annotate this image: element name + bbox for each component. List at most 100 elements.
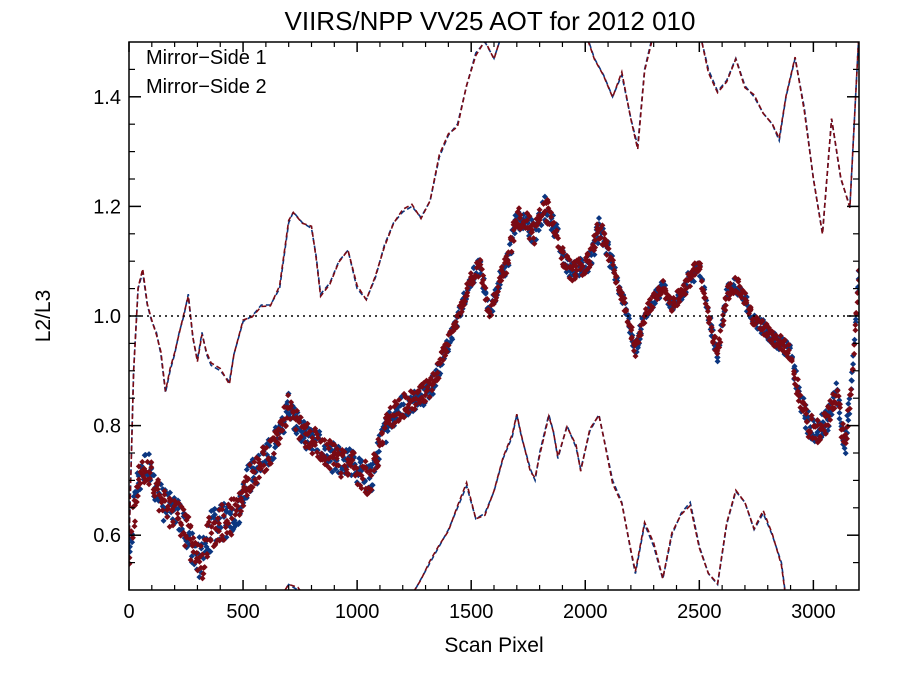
- data-point-mirror-side-2: [200, 570, 207, 577]
- data-point-mirror-side-2: [206, 514, 212, 521]
- data-point-mirror-side-1: [189, 530, 196, 537]
- data-point-mirror-side-2: [835, 393, 842, 400]
- data-point-mirror-side-2: [238, 508, 245, 515]
- data-point-mirror-side-1: [236, 519, 243, 526]
- data-point-mirror-side-1: [596, 215, 602, 222]
- data-point-mirror-side-1: [841, 445, 848, 452]
- data-point-mirror-side-2: [170, 518, 176, 525]
- data-point-mirror-side-2: [312, 442, 319, 449]
- data-point-mirror-side-2: [834, 387, 841, 394]
- data-point-mirror-side-2: [245, 475, 252, 482]
- data-point-mirror-side-2: [742, 290, 749, 297]
- data-point-mirror-side-2: [260, 462, 267, 469]
- data-point-mirror-side-2: [214, 515, 221, 522]
- data-point-mirror-side-2: [302, 439, 309, 446]
- data-point-mirror-side-2: [797, 392, 804, 399]
- data-point-mirror-side-2: [199, 575, 206, 582]
- data-point-mirror-side-2: [201, 564, 208, 571]
- data-point-mirror-side-2: [326, 465, 333, 472]
- data-point-mirror-side-2: [566, 256, 573, 263]
- data-point-mirror-side-2: [270, 450, 277, 457]
- data-point-mirror-side-2: [702, 295, 709, 301]
- data-point-mirror-side-2: [508, 248, 515, 255]
- data-point-mirror-side-2: [260, 450, 267, 457]
- data-point-mirror-side-2: [220, 537, 227, 543]
- data-point-mirror-side-2: [475, 273, 482, 280]
- data-point-mirror-side-2: [374, 458, 381, 465]
- data-point-mirror-side-2: [234, 503, 241, 510]
- data-point-mirror-side-2: [825, 422, 831, 429]
- data-point-mirror-side-2: [307, 428, 313, 435]
- data-point-mirror-side-1: [714, 358, 721, 365]
- data-point-mirror-side-2: [216, 528, 222, 535]
- data-point-mirror-side-2: [516, 205, 522, 212]
- data-point-mirror-side-2: [722, 307, 729, 314]
- data-point-mirror-side-2: [572, 263, 579, 270]
- data-point-mirror-side-2: [613, 273, 620, 280]
- data-point-mirror-side-2: [635, 339, 642, 346]
- data-point-mirror-side-2: [467, 270, 474, 277]
- data-point-mirror-side-2: [222, 524, 229, 531]
- data-point-mirror-side-2: [393, 401, 400, 407]
- data-point-mirror-side-2: [351, 450, 357, 456]
- data-point-mirror-side-2: [373, 453, 380, 460]
- data-point-mirror-side-2: [848, 391, 854, 398]
- data-point-mirror-side-1: [842, 450, 849, 457]
- data-point-mirror-side-2: [495, 283, 501, 290]
- data-point-mirror-side-2: [464, 289, 471, 296]
- data-point-mirror-side-2: [161, 491, 168, 498]
- data-point-mirror-side-2: [274, 431, 281, 438]
- data-point-mirror-side-2: [846, 405, 853, 412]
- data-point-mirror-side-2: [536, 206, 543, 213]
- data-point-mirror-side-2: [628, 324, 635, 331]
- data-point-mirror-side-2: [803, 410, 810, 417]
- data-point-mirror-side-2: [720, 317, 727, 324]
- data-point-mirror-side-2: [131, 523, 138, 530]
- data-point-mirror-side-2: [161, 488, 168, 495]
- data-point-mirror-side-2: [358, 485, 365, 492]
- data-point-mirror-side-2: [129, 528, 135, 535]
- data-point-mirror-side-2: [840, 420, 846, 427]
- data-point-mirror-side-2: [379, 441, 386, 448]
- data-point-mirror-side-2: [855, 277, 859, 284]
- data-point-mirror-side-2: [434, 369, 441, 376]
- data-point-mirror-side-2: [477, 261, 484, 268]
- data-point-mirror-side-2: [190, 535, 197, 541]
- data-point-mirror-side-2: [240, 502, 247, 509]
- data-point-mirror-side-2: [759, 317, 766, 324]
- data-point-mirror-side-2: [708, 324, 715, 331]
- data-point-mirror-side-2: [572, 273, 579, 280]
- data-point-mirror-side-2: [267, 460, 274, 467]
- data-point-mirror-side-2: [225, 520, 232, 527]
- data-point-mirror-side-2: [691, 271, 698, 278]
- data-point-mirror-side-2: [462, 298, 469, 305]
- data-point-mirror-side-2: [251, 469, 258, 476]
- data-point-mirror-side-2: [802, 401, 808, 408]
- data-point-mirror-side-2: [603, 252, 610, 258]
- data-point-mirror-side-2: [517, 212, 524, 218]
- data-point-mirror-side-2: [133, 499, 140, 505]
- data-point-mirror-side-2: [597, 235, 604, 241]
- data-point-mirror-side-2: [852, 322, 859, 328]
- data-point-mirror-side-2: [368, 472, 375, 479]
- data-point-mirror-side-2: [837, 401, 843, 408]
- data-point-mirror-side-2: [371, 467, 377, 474]
- data-point-mirror-side-2: [368, 486, 375, 493]
- data-point-mirror-side-2: [345, 470, 352, 477]
- y-tick-label: 0.6: [93, 525, 121, 547]
- data-point-mirror-side-2: [233, 507, 240, 514]
- data-point-mirror-side-2: [610, 261, 617, 268]
- data-point-mirror-side-2: [424, 384, 431, 391]
- data-point-mirror-side-2: [822, 430, 829, 437]
- data-point-mirror-side-2: [611, 267, 618, 274]
- data-point-mirror-side-2: [831, 405, 838, 412]
- data-point-mirror-side-2: [193, 549, 200, 556]
- data-point-mirror-side-1: [250, 474, 257, 481]
- data-point-mirror-side-2: [167, 496, 174, 503]
- data-point-mirror-side-2: [735, 276, 742, 283]
- axes: 0 500 1000 1500 2000 2500 3000 0.6 0.8 1.0 1.2 1.4: [93, 42, 859, 623]
- data-point-mirror-side-2: [480, 272, 487, 279]
- data-point-mirror-side-2: [338, 473, 344, 480]
- data-point-mirror-side-2: [207, 537, 214, 544]
